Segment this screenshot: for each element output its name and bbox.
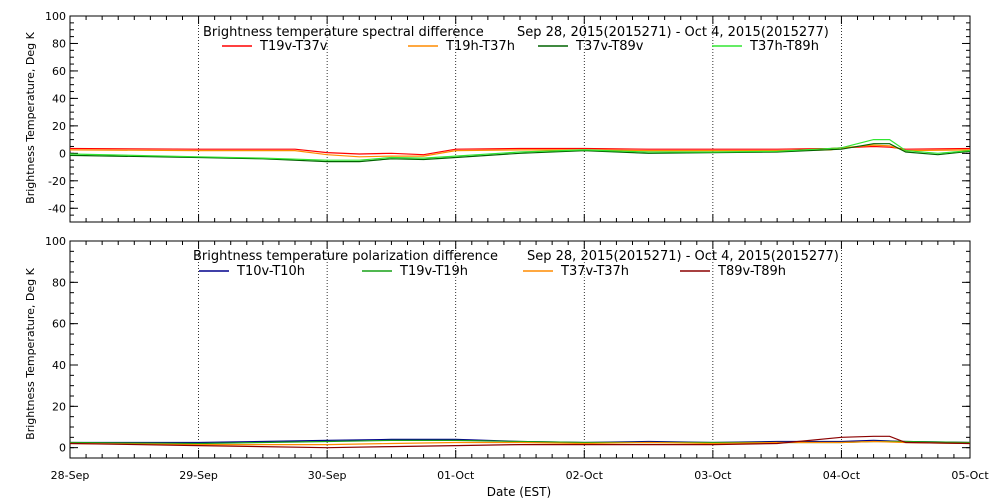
polarization-ytick-label: 40 [52, 359, 66, 372]
polarization-difference-panel: Brightness Temperature, Deg K Brightness… [24, 235, 971, 459]
polarization-ytick-label: 60 [52, 318, 66, 331]
spectral-ytick-label: 80 [52, 37, 66, 50]
legend-label-t37v-t37h: T37v-T37h [560, 264, 629, 279]
legend-label-t37v-t89v: T37v-T89v [575, 39, 644, 54]
xtick-label: 29-Sep [179, 469, 218, 482]
spectral-ytick-label: 60 [52, 65, 66, 78]
spectral-ytick-label: 40 [52, 92, 66, 105]
spectral-ytick-label: 100 [45, 10, 66, 23]
legend-label-t19h-t37h: T19h-T37h [445, 39, 515, 54]
xtick-label: 30-Sep [308, 469, 347, 482]
xtick-label: 02-Oct [566, 469, 604, 482]
legend-label-t19v-t37v: T19v-T37v [259, 39, 328, 54]
xtick-label: 01-Oct [437, 469, 475, 482]
series-line-t37v-t89v [69, 143, 971, 163]
polarization-ytick-label: 100 [45, 235, 66, 248]
polarization-ytick-label: 0 [59, 442, 66, 455]
series-line-t89v-t89h [69, 435, 971, 449]
xtick-label: 04-Oct [823, 469, 861, 482]
legend-label-t37h-t89h: T37h-T89h [749, 39, 819, 54]
spectral-date-range: Sep 28, 2015(2015271) - Oct 4, 2015(2015… [517, 25, 829, 40]
polarization-ytick-label: 20 [52, 400, 66, 413]
legend-label-t19v-t19h: T19v-T19h [399, 264, 468, 279]
legend-label-t89v-t89h: T89v-T89h [717, 264, 786, 279]
spectral-ytick-label: -40 [48, 202, 66, 215]
polarization-title: Brightness temperature polarization diff… [193, 249, 498, 264]
xtick-label: 05-Oct [951, 469, 989, 482]
polarization-date-range: Sep 28, 2015(2015271) - Oct 4, 2015(2015… [527, 249, 839, 264]
xtick-label: 03-Oct [694, 469, 732, 482]
spectral-title: Brightness temperature spectral differen… [203, 25, 484, 40]
legend-label-t10v-t10h: T10v-T10h [236, 264, 305, 279]
spectral-ytick-label: -20 [48, 175, 66, 188]
series-line-t19v-t37v [69, 145, 971, 156]
spectral-ytick-label: 20 [52, 120, 66, 133]
xtick-label: 28-Sep [51, 469, 90, 482]
polarization-ylabel: Brightness Temperature, Deg K [24, 267, 37, 439]
series-line-t37h-t89h [69, 139, 971, 161]
spectral-difference-panel: Brightness Temperature, Deg K Brightness… [24, 10, 971, 223]
series-line-t37v-t37h [69, 440, 971, 446]
spectral-ylabel: Brightness Temperature, Deg K [24, 31, 37, 203]
x-axis-label: Date (EST) [487, 485, 551, 499]
spectral-ytick-label: 0 [59, 147, 66, 160]
polarization-ytick-label: 80 [52, 276, 66, 289]
